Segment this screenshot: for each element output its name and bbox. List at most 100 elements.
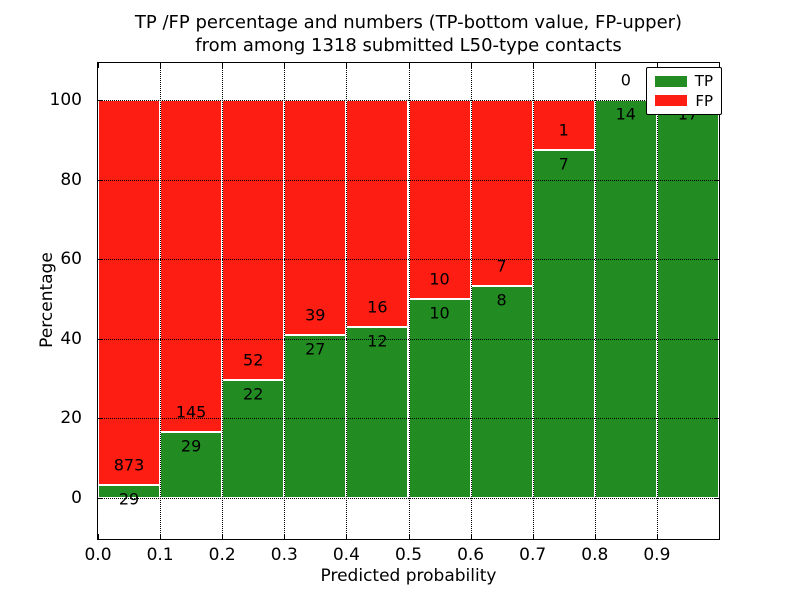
fp-count-label: 10 bbox=[429, 269, 450, 289]
fp-count-label: 0 bbox=[620, 70, 631, 90]
fp-count-label: 1 bbox=[558, 120, 569, 140]
tp-count-label: 12 bbox=[367, 331, 388, 351]
y-tick-mark bbox=[714, 259, 719, 261]
x-tick-label: 0.6 bbox=[457, 545, 485, 565]
x-tick-mark bbox=[470, 63, 472, 68]
fp-count-label: 873 bbox=[113, 455, 145, 475]
y-tick-mark bbox=[98, 498, 103, 499]
x-tick-mark bbox=[284, 534, 286, 539]
x-tick-mark bbox=[656, 63, 658, 68]
x-tick-mark bbox=[532, 534, 534, 539]
x-tick-label: 0.2 bbox=[208, 545, 236, 565]
y-tick-label: 40 bbox=[60, 328, 82, 349]
x-tick-mark bbox=[594, 534, 596, 539]
vertical-gridline bbox=[160, 63, 162, 539]
plot-area: 873291452952223927161210107817014017 TPF… bbox=[97, 62, 722, 540]
y-tick-mark bbox=[714, 498, 719, 499]
tp-bar-segment bbox=[408, 299, 471, 498]
fp-bar-segment bbox=[284, 100, 347, 336]
x-tick-mark bbox=[470, 534, 472, 539]
x-tick-mark bbox=[98, 63, 99, 68]
y-tick-mark bbox=[714, 338, 719, 340]
x-tick-mark bbox=[408, 63, 410, 68]
vertical-gridline bbox=[346, 63, 348, 539]
chart-title-line1: TP /FP percentage and numbers (TP-bottom… bbox=[134, 12, 683, 33]
fp-bar-segment bbox=[222, 100, 285, 380]
x-tick-label: 0.3 bbox=[270, 545, 298, 565]
tp-bar-segment bbox=[594, 100, 657, 498]
x-tick-mark bbox=[160, 534, 162, 539]
tp-count-label: 8 bbox=[496, 290, 507, 310]
y-tick-label: 60 bbox=[60, 249, 82, 270]
y-tick-label: 20 bbox=[60, 408, 82, 429]
fp-count-label: 145 bbox=[175, 402, 207, 422]
x-tick-mark bbox=[160, 63, 162, 68]
horizontal-gridline bbox=[98, 259, 719, 261]
vertical-gridline bbox=[470, 63, 472, 539]
x-tick-label: 0.8 bbox=[581, 545, 609, 565]
legend-swatch-tp bbox=[655, 75, 687, 87]
x-tick-label: 0.5 bbox=[394, 545, 423, 565]
fp-count-label: 52 bbox=[243, 350, 264, 370]
y-tick-mark bbox=[98, 259, 103, 261]
fp-count-label: 39 bbox=[305, 305, 326, 325]
y-tick-label: 100 bbox=[49, 90, 82, 110]
vertical-gridline bbox=[656, 63, 658, 539]
y-tick-mark bbox=[714, 418, 719, 420]
horizontal-gridline bbox=[98, 100, 719, 101]
tp-bar-segment bbox=[470, 285, 533, 498]
legend-swatch-fp bbox=[655, 95, 687, 107]
x-tick-mark bbox=[532, 63, 534, 68]
x-tick-label: 0.0 bbox=[84, 545, 112, 565]
vertical-gridline bbox=[222, 63, 224, 539]
x-tick-label: 0.9 bbox=[643, 545, 671, 565]
x-tick-mark bbox=[408, 534, 410, 539]
tp-count-label: 27 bbox=[305, 339, 326, 359]
tp-bar-segment bbox=[346, 327, 409, 498]
chart-title: TP /FP percentage and numbers (TP-bottom… bbox=[97, 11, 720, 57]
fp-bar-segment bbox=[98, 100, 161, 486]
x-tick-label: 0.4 bbox=[332, 545, 360, 565]
y-tick-label: 0 bbox=[71, 488, 82, 508]
fp-count-label: 16 bbox=[367, 297, 388, 317]
y-tick-mark bbox=[98, 100, 103, 101]
tp-bar-segment bbox=[284, 335, 347, 498]
fp-bar-segment bbox=[160, 100, 223, 432]
fp-bar-segment bbox=[346, 100, 409, 328]
tp-count-label: 29 bbox=[118, 489, 140, 509]
vertical-gridline bbox=[408, 63, 410, 539]
vertical-gridline bbox=[532, 63, 534, 539]
tp-count-label: 7 bbox=[558, 154, 569, 174]
x-axis-label: Predicted probability bbox=[320, 566, 497, 586]
tp-bar-segment bbox=[532, 149, 595, 498]
x-tick-mark bbox=[346, 63, 348, 68]
legend-item: TP bbox=[655, 72, 713, 90]
tp-bar-segment bbox=[98, 485, 161, 498]
x-tick-mark bbox=[222, 534, 224, 539]
tp-count-label: 10 bbox=[429, 303, 450, 323]
horizontal-gridline bbox=[98, 179, 719, 181]
fp-bar-segment bbox=[408, 100, 471, 299]
fp-count-label: 7 bbox=[496, 256, 507, 276]
tp-bar-segment bbox=[160, 431, 223, 498]
tp-bar-segment bbox=[656, 100, 719, 498]
x-tick-label: 0.1 bbox=[146, 545, 174, 565]
y-tick-mark bbox=[98, 179, 103, 181]
plot-canvas: 873291452952223927161210107817014017 bbox=[98, 63, 719, 539]
horizontal-gridline bbox=[98, 338, 719, 340]
y-tick-mark bbox=[98, 338, 103, 340]
chart-title-line2: from among 1318 submitted L50-type conta… bbox=[195, 35, 622, 56]
tp-count-label: 14 bbox=[615, 104, 636, 124]
x-tick-mark bbox=[222, 63, 224, 68]
horizontal-gridline bbox=[98, 498, 719, 499]
y-tick-mark bbox=[98, 418, 103, 420]
legend-item: FP bbox=[655, 92, 713, 110]
x-tick-mark bbox=[656, 534, 658, 539]
horizontal-gridline bbox=[98, 418, 719, 420]
vertical-gridline bbox=[594, 63, 596, 539]
y-tick-label: 80 bbox=[60, 169, 82, 190]
legend: TP FP bbox=[646, 67, 722, 115]
y-axis-label: Percentage bbox=[37, 252, 57, 348]
x-tick-mark bbox=[284, 63, 286, 68]
